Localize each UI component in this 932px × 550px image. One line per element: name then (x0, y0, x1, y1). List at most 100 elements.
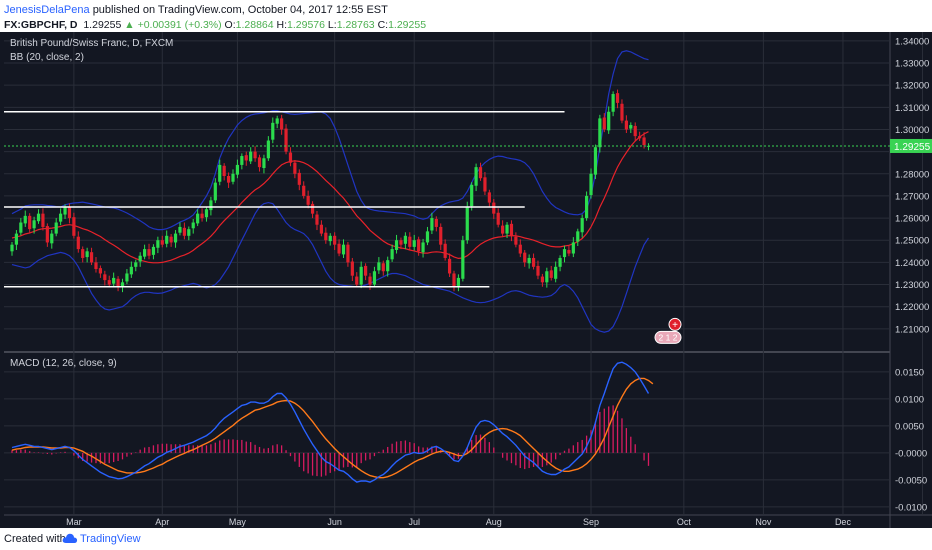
author-link[interactable]: JenesisDelaPena (4, 4, 90, 16)
candle-body (134, 262, 138, 267)
publish-line: JenesisDelaPena published on TradingView… (4, 4, 388, 16)
up-arrow-icon: ▲ (124, 19, 135, 31)
candle-body (143, 249, 147, 257)
candle-body (120, 282, 125, 287)
candle-body (487, 192, 491, 203)
candle-body (421, 242, 425, 253)
candle-body (509, 223, 514, 236)
macd-axis-label: 0.0050 (895, 421, 924, 432)
candle-body (390, 249, 394, 260)
candle-body (165, 235, 169, 244)
candle-body (589, 173, 593, 196)
candle-body (633, 125, 637, 137)
price-axis-label: 1.22000 (895, 302, 929, 313)
candle-body (204, 209, 209, 218)
candle-body (571, 242, 575, 254)
candle-body (642, 137, 646, 145)
candle-body (549, 270, 553, 278)
candle-body (531, 257, 536, 267)
candle-body (615, 93, 620, 103)
macd-signal-line (11, 377, 654, 479)
chart-canvas[interactable]: 1.29255 1.34000 1.33000 1.32000 1.31000 1.300… (0, 32, 932, 528)
candle-body (240, 156, 244, 165)
event-badge-icon (668, 317, 682, 331)
candle-body (23, 215, 27, 224)
candle-body (562, 249, 567, 258)
price-axis-label: 1.27000 (895, 191, 929, 202)
candle-body (602, 117, 606, 130)
candle-body (368, 276, 372, 285)
time-axis-label: Aug (486, 517, 502, 527)
candle-body (492, 202, 496, 214)
macd-axis-label: -0.0000 (895, 448, 927, 459)
candle-body (98, 268, 102, 274)
candle-body (324, 232, 328, 241)
candle-body (103, 274, 107, 281)
candle-body (501, 225, 505, 234)
candle-body (430, 218, 434, 231)
chart-background (0, 32, 932, 528)
last-price-tag-label: 1.29255 (894, 142, 931, 153)
candle-body (297, 172, 301, 185)
candle-body (452, 273, 456, 287)
close-value: 1.29255 (388, 19, 427, 31)
candle-body (523, 252, 527, 263)
price-axis-label: 1.21000 (895, 324, 929, 335)
candle-body (611, 94, 615, 112)
time-axis-label: Sep (583, 517, 599, 527)
time-axis-label: Mar (66, 517, 82, 527)
candle-body (209, 200, 213, 211)
candle-body (187, 229, 191, 236)
event-badge-label: + (672, 320, 678, 331)
price-change: +0.00391 (+0.3%) (137, 19, 222, 31)
macd-line (11, 361, 650, 483)
candle-body (465, 207, 469, 241)
time-axis-label: Jul (408, 517, 420, 527)
candle-body (403, 235, 407, 244)
tradingview-brand[interactable]: TradingView (80, 533, 141, 545)
candle-body (14, 233, 19, 245)
candle-body (505, 224, 509, 234)
price-axis-label: 1.30000 (895, 125, 929, 136)
candle-body (191, 222, 195, 229)
candle-body (85, 251, 89, 258)
candle-body (257, 157, 262, 168)
candle-body (461, 240, 465, 279)
candle-body (364, 265, 368, 276)
candle-body (350, 261, 354, 276)
candle-body (315, 214, 319, 225)
price-axis-label: 1.31000 (895, 103, 929, 114)
bb-upper-line (11, 50, 649, 231)
macd-axis-label: -0.0050 (895, 475, 927, 486)
candle-body (443, 243, 447, 258)
candle-body (28, 215, 32, 230)
candle-body (439, 226, 443, 245)
high-value: 1.29576 (287, 19, 325, 31)
candle-body (425, 231, 430, 243)
candle-body (262, 158, 266, 169)
candle-body (138, 255, 142, 262)
candle-body (620, 103, 624, 121)
candle-body (147, 249, 151, 256)
candle-body (280, 118, 284, 130)
candle-body (213, 182, 217, 201)
candle-body (478, 167, 483, 179)
candle-body (310, 203, 315, 214)
last-price: 1.29255 (83, 19, 122, 31)
candle-body (386, 260, 390, 272)
candle-body (89, 252, 94, 263)
price-axis-label: 1.34000 (895, 36, 929, 47)
candle-body (288, 152, 293, 163)
chart-header: JenesisDelaPena published on TradingView… (0, 0, 932, 36)
time-axis-label: Oct (677, 517, 692, 527)
low-label: L: (327, 19, 337, 31)
candle-body (244, 155, 248, 161)
candle-body (447, 258, 452, 274)
candle-body (231, 173, 235, 182)
candle-body (576, 231, 580, 242)
price-axis-label: 1.25000 (895, 236, 929, 247)
candle-body (182, 227, 186, 236)
candle-body (474, 167, 478, 186)
candle-body (470, 184, 474, 207)
candle-body (434, 218, 438, 227)
